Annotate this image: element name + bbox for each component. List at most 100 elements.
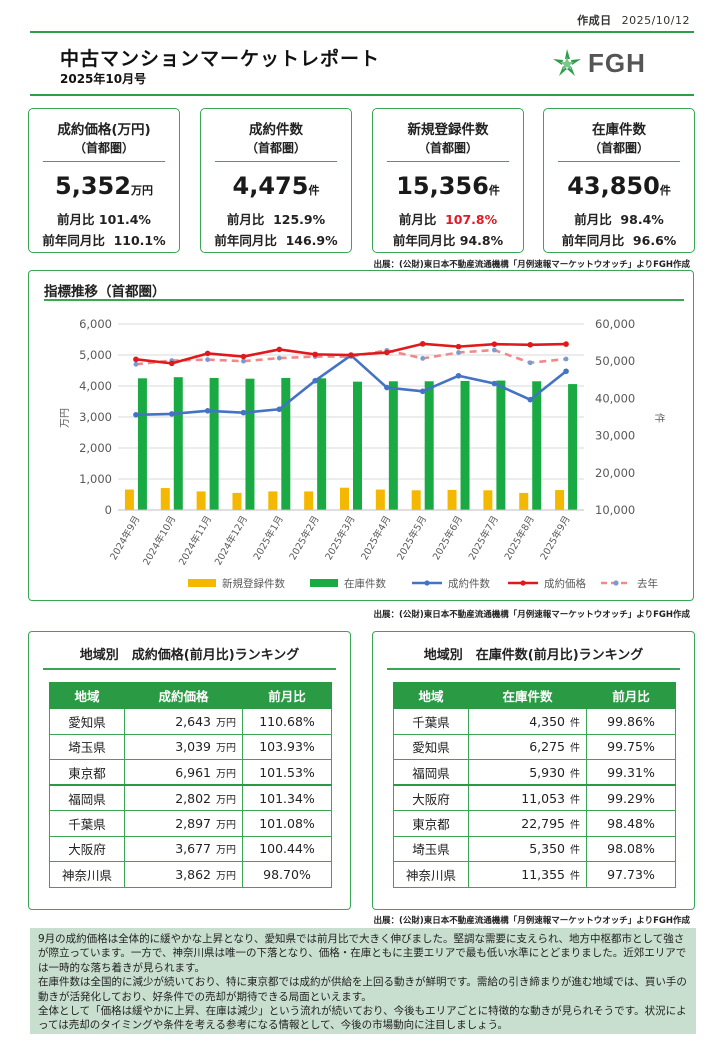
table-row: 愛知県 6,275 件 99.75% — [393, 733, 676, 760]
report-title: 中古マンションマーケットレポート — [60, 48, 381, 70]
region-cell: 愛知県 — [49, 708, 125, 735]
kpi-card-new-listings: 新規登録件数 （首都圏） 15,356件 前月比 107.8% 前年同月比 94… — [372, 108, 524, 253]
value-number: 3,039 — [175, 739, 211, 755]
value-unit: 万円 — [216, 768, 236, 780]
market-summary: 9月の成約価格は全体的に緩やかな上昇となり、愛知県では前月比で大きく伸びました。… — [30, 928, 696, 1034]
pct-cell: 97.73% — [586, 861, 676, 888]
kpi-mom-label: 前月比 — [398, 212, 437, 227]
value-unit: 万円 — [216, 794, 236, 806]
region-cell: 千葉県 — [49, 810, 125, 837]
value-cell: 4,350 件 — [468, 708, 587, 735]
date-label: 作成日 — [577, 14, 612, 27]
value-cell: 5,930 件 — [468, 759, 587, 786]
kpi-title: 成約件数 — [249, 122, 303, 138]
kpi-yoy: 前年同月比 110.1% — [29, 230, 179, 249]
table-row: 神奈川県 3,862 万円 98.70% — [49, 861, 332, 888]
kpi-card-deals: 成約件数 （首都圏） 4,475件 前月比 125.9% 前年同月比 146.9… — [200, 108, 352, 253]
pct-cell: 110.68% — [242, 708, 332, 735]
kpi-mom-label: 前月比 — [226, 212, 265, 227]
kpi-unit: 万円 — [130, 184, 153, 197]
leaf-star-icon — [553, 49, 581, 76]
kpi-mom-value: 98.4% — [620, 212, 664, 227]
table-row: 愛知県 2,643 万円 110.68% — [49, 708, 332, 735]
table-row: 埼玉県 3,039 万円 103.93% — [49, 733, 332, 760]
value-number: 11,053 — [521, 790, 565, 806]
value-cell: 3,039 万円 — [124, 733, 243, 760]
value-cell: 2,643 万円 — [124, 708, 243, 735]
value-number: 2,897 — [175, 815, 211, 831]
value-cell: 6,961 万円 — [124, 759, 243, 786]
ranking-divider — [43, 668, 336, 670]
kpi-number: 4,475 — [232, 172, 309, 200]
value-cell: 2,802 万円 — [124, 784, 243, 811]
value-cell: 3,677 万円 — [124, 835, 243, 862]
kpi-region: （首都圏） — [245, 141, 306, 155]
summary-paragraph: 全体として「価格は緩やかに上昇、在庫は減少」という流れが続いており、今後もエリア… — [38, 1005, 687, 1032]
company-logo: FGH — [552, 46, 652, 80]
pct-cell: 101.08% — [242, 810, 332, 837]
value-unit: 万円 — [216, 845, 236, 857]
kpi-yoy-label: 前年同月比 — [392, 233, 456, 248]
table-row: 東京都 22,795 件 98.48% — [393, 810, 676, 837]
kpi-region: （首都圏） — [588, 141, 649, 155]
table-row: 大阪府 11,053 件 99.29% — [393, 784, 676, 811]
kpi-unit: 件 — [488, 184, 500, 197]
kpi-mom-value: 107.8% — [445, 212, 498, 227]
stock-ranking-title: 地域別 在庫件数(前月比)ランキング — [423, 648, 644, 663]
kpi-yoy-label: 前年同月比 — [42, 233, 105, 248]
pct-cell: 99.75% — [586, 733, 676, 760]
value-unit: 件 — [570, 743, 580, 755]
table-row: 埼玉県 5,350 件 98.08% — [393, 835, 676, 862]
kpi-divider — [387, 161, 509, 162]
kpi-value: 43,850件 — [544, 172, 694, 205]
kpi-yoy: 前年同月比 146.9% — [201, 230, 351, 249]
value-unit: 件 — [570, 845, 580, 857]
value-cell: 11,053 件 — [468, 784, 587, 811]
table-header-row: 地域 成約価格 前月比 — [49, 682, 332, 709]
pct-cell: 100.44% — [242, 835, 332, 862]
value-number: 4,350 — [529, 713, 565, 729]
value-unit: 件 — [570, 794, 580, 806]
value-unit: 万円 — [216, 743, 236, 755]
region-cell: 神奈川県 — [393, 861, 469, 888]
price-ranking-table: 地域 成約価格 前月比 愛知県 2,643 万円 110.68% 埼玉県 3,039 万円 1… — [49, 682, 332, 888]
table-header-row: 地域 在庫件数 前月比 — [393, 682, 676, 709]
header-rule-bottom — [30, 94, 694, 96]
header-rule-top — [30, 31, 694, 33]
kpi-mom: 前月比 107.8% — [373, 209, 523, 228]
region-cell: 埼玉県 — [49, 733, 125, 760]
region-cell: 愛知県 — [393, 733, 469, 760]
source-note: 出展：(公財)東日本不動産流通機構「月例速報マーケットウオッチ」よりFGH作成 — [373, 610, 690, 620]
value-cell: 22,795 件 — [468, 810, 587, 837]
price-ranking-title: 地域別 成約価格(前月比)ランキング — [79, 648, 300, 663]
source-note: 出展：(公財)東日本不動産流通機構「月例速報マーケットウオッチ」よりFGH作成 — [373, 260, 690, 270]
table-row: 福岡県 2,802 万円 101.34% — [49, 784, 332, 811]
pct-cell: 101.53% — [242, 759, 332, 786]
kpi-divider — [215, 161, 337, 162]
stock-ranking-table: 地域 在庫件数 前月比 千葉県 4,350 件 99.86% 愛知県 6,275 件 99.7… — [393, 682, 676, 888]
kpi-divider — [43, 161, 165, 162]
pct-cell: 99.86% — [586, 708, 676, 735]
kpi-mom-value: 101.4% — [98, 212, 151, 227]
stock-ranking-panel: 地域別 在庫件数(前月比)ランキング 地域 在庫件数 前月比 千葉県 4,350 件… — [372, 631, 695, 910]
value-number: 5,350 — [529, 841, 565, 857]
table-row: 福岡県 5,930 件 99.31% — [393, 759, 676, 786]
ranking-divider — [387, 668, 680, 670]
col-value: 在庫件数 — [468, 682, 587, 709]
source-note: 出展：(公財)東日本不動産流通機構「月例速報マーケットウオッチ」よりFGH作成 — [373, 916, 690, 926]
value-number: 2,643 — [175, 713, 211, 729]
value-number: 3,862 — [175, 866, 211, 882]
value-unit: 万円 — [216, 870, 236, 882]
table-row: 千葉県 4,350 件 99.86% — [393, 708, 676, 735]
kpi-yoy-value: 96.6% — [632, 233, 677, 248]
region-cell: 東京都 — [393, 810, 469, 837]
value-cell: 5,350 件 — [468, 835, 587, 862]
col-pct: 前月比 — [586, 682, 676, 709]
kpi-yoy: 前年同月比 94.8% — [373, 230, 523, 249]
value-number: 6,961 — [175, 764, 211, 780]
kpi-number: 15,356 — [396, 172, 489, 200]
kpi-yoy-label: 前年同月比 — [214, 233, 277, 248]
kpi-yoy: 前年同月比 96.6% — [544, 230, 694, 249]
kpi-mom-label: 前月比 — [57, 212, 95, 227]
value-number: 5,930 — [529, 764, 565, 780]
